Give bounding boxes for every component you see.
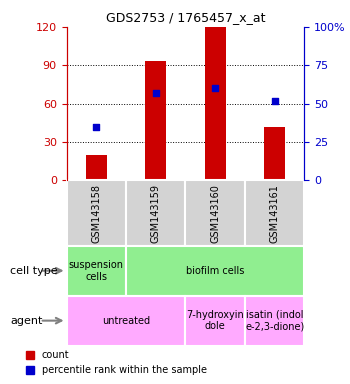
Legend: count, percentile rank within the sample: count, percentile rank within the sample xyxy=(22,346,211,379)
Text: agent: agent xyxy=(10,316,43,326)
Text: untreated: untreated xyxy=(102,316,150,326)
FancyBboxPatch shape xyxy=(126,246,304,296)
FancyBboxPatch shape xyxy=(186,180,245,246)
Text: GSM143160: GSM143160 xyxy=(210,184,220,243)
Point xyxy=(272,98,278,104)
Bar xyxy=(86,155,107,180)
Text: GSM143159: GSM143159 xyxy=(151,184,161,243)
Text: isatin (indol
e-2,3-dione): isatin (indol e-2,3-dione) xyxy=(245,310,304,331)
Bar xyxy=(145,61,166,180)
Text: 7-hydroxyin
dole: 7-hydroxyin dole xyxy=(186,310,244,331)
Title: GDS2753 / 1765457_x_at: GDS2753 / 1765457_x_at xyxy=(106,11,265,24)
FancyBboxPatch shape xyxy=(245,296,304,346)
Text: GSM143161: GSM143161 xyxy=(270,184,280,243)
Text: cell type: cell type xyxy=(10,266,58,276)
FancyBboxPatch shape xyxy=(126,180,186,246)
Point xyxy=(153,90,159,96)
Text: biofilm cells: biofilm cells xyxy=(186,266,244,276)
Bar xyxy=(205,27,226,180)
FancyBboxPatch shape xyxy=(66,296,186,346)
Bar xyxy=(264,127,285,180)
FancyBboxPatch shape xyxy=(66,180,126,246)
Text: GSM143158: GSM143158 xyxy=(91,184,101,243)
Point xyxy=(212,85,218,91)
FancyBboxPatch shape xyxy=(186,296,245,346)
FancyBboxPatch shape xyxy=(66,246,126,296)
Point xyxy=(93,124,99,130)
FancyBboxPatch shape xyxy=(245,180,304,246)
Text: suspension
cells: suspension cells xyxy=(69,260,124,281)
